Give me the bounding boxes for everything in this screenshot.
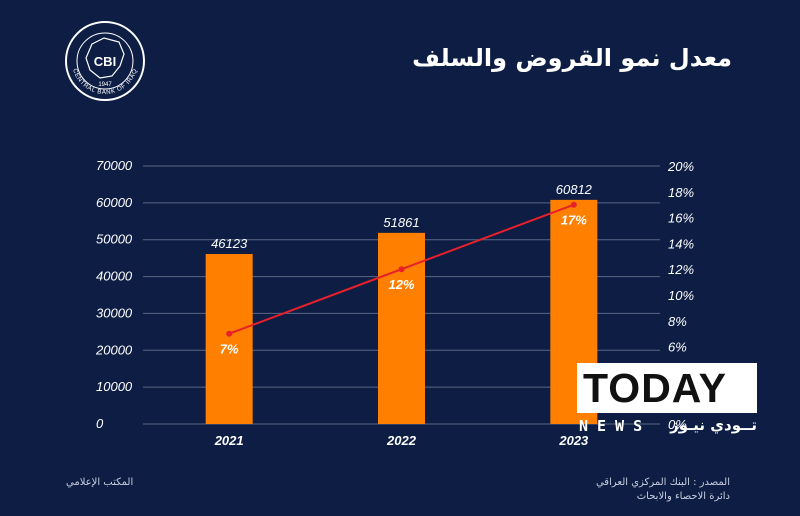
y2-tick-label: 10%	[668, 288, 694, 303]
y2-tick-label: 8%	[668, 314, 687, 329]
cbi-seal-icon: CBI 1947 CENTRAL BANK OF IRAQ	[65, 21, 145, 101]
today-news-watermark: TODAY NEWS تــودي نيـوز	[577, 363, 757, 437]
y-tick-label: 30000	[96, 305, 133, 320]
footer-source-line1: المصدر : البنك المركزي العراقي	[595, 477, 730, 488]
y-tick-label: 0	[96, 416, 104, 431]
y-tick-label: 20000	[95, 342, 133, 357]
watermark-word: TODAY	[583, 365, 727, 411]
x-tick-label: 2023	[558, 433, 589, 448]
line-point	[570, 201, 577, 208]
line-value-label: 12%	[388, 277, 414, 292]
bar-value-label: 46123	[211, 236, 248, 251]
line-point	[398, 266, 405, 273]
y-tick-label: 40000	[96, 269, 133, 284]
y2-tick-label: 20%	[667, 159, 694, 174]
x-tick-label: 2021	[214, 433, 244, 448]
watermark-news: NEWS	[579, 417, 652, 435]
footer-source: المصدر : البنك المركزي العراقي دائرة الا…	[596, 476, 730, 504]
bar	[205, 254, 253, 424]
page-title: معدل نمو القروض والسلف	[412, 44, 732, 72]
y-tick-label: 50000	[96, 232, 133, 247]
y-tick-label: 70000	[96, 158, 133, 173]
line-value-label: 17%	[561, 213, 587, 228]
x-tick-label: 2022	[386, 433, 417, 448]
y2-tick-label: 6%	[668, 340, 687, 355]
logo-abbr: CBI	[94, 54, 116, 69]
footer-office: المكتب الإعلامي	[66, 477, 134, 488]
y-tick-label: 10000	[96, 379, 133, 394]
y2-tick-label: 14%	[668, 236, 694, 251]
bar-value-label: 51861	[383, 215, 419, 230]
line-value-label: 7%	[220, 342, 239, 357]
watermark-box: TODAY	[577, 363, 757, 413]
logo-year: 1947	[98, 82, 112, 88]
y2-tick-label: 12%	[668, 262, 694, 277]
watermark-arabic: تــودي نيـوز	[670, 416, 757, 434]
line-point	[226, 330, 233, 337]
bar-value-label: 60812	[556, 182, 593, 197]
y-tick-label: 60000	[96, 195, 133, 210]
bar	[378, 232, 425, 424]
y2-tick-label: 0%	[668, 417, 687, 432]
footer-source-line2: دائرة الاحصاء والابحاث	[636, 491, 730, 502]
y2-tick-label: 18%	[668, 185, 694, 200]
y2-tick-label: 16%	[668, 211, 694, 226]
